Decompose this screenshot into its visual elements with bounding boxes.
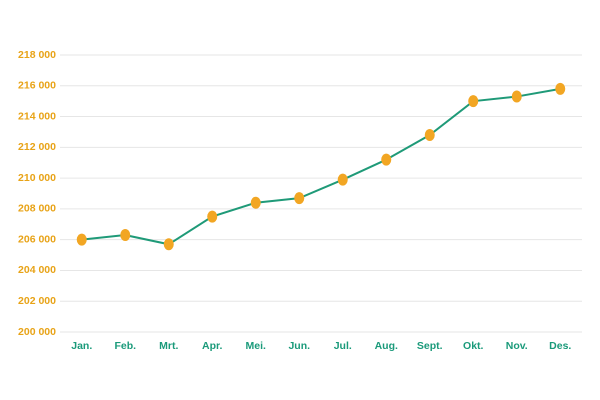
marker (555, 82, 566, 95)
x-tick-label: Aug. (375, 340, 398, 352)
line (81, 87, 561, 246)
y-tick-label: 208 000 (18, 203, 56, 215)
x-tick-label: Jun. (288, 340, 310, 352)
y-tick-label: 216 000 (18, 80, 56, 92)
y-tick-label: 214 000 (18, 110, 56, 122)
y-tick-label: 206 000 (18, 233, 56, 245)
marker (511, 90, 522, 103)
x-tick-label: Jul. (334, 340, 352, 352)
marker (337, 173, 348, 186)
y-tick-label: 210 000 (18, 172, 56, 184)
marker (468, 95, 479, 108)
marker (424, 129, 435, 142)
marker (294, 192, 305, 205)
x-tick-label: Jan. (71, 340, 92, 352)
x-tick-label: Mei. (246, 340, 267, 352)
y-tick-label: 212 000 (18, 141, 56, 153)
marker (381, 153, 392, 166)
x-tick-label: Apr. (202, 340, 223, 352)
y-tick-label: 202 000 (18, 295, 56, 307)
x-tick-label: Des. (549, 340, 571, 352)
x-tick-label: Nov. (506, 340, 528, 352)
marker (207, 210, 218, 223)
x-tick-label: Feb. (114, 340, 136, 352)
marker (163, 238, 174, 251)
y-tick-label: 218 000 (18, 49, 56, 61)
x-tick-label: Mrt. (159, 340, 178, 352)
y-tick-label: 204 000 (18, 264, 56, 276)
x-tick-label: Okt. (463, 340, 484, 352)
marker (120, 229, 131, 242)
marker (76, 233, 87, 246)
marker (250, 196, 261, 209)
y-tick-label: 200 000 (18, 326, 56, 338)
x-tick-label: Sept. (417, 340, 443, 352)
